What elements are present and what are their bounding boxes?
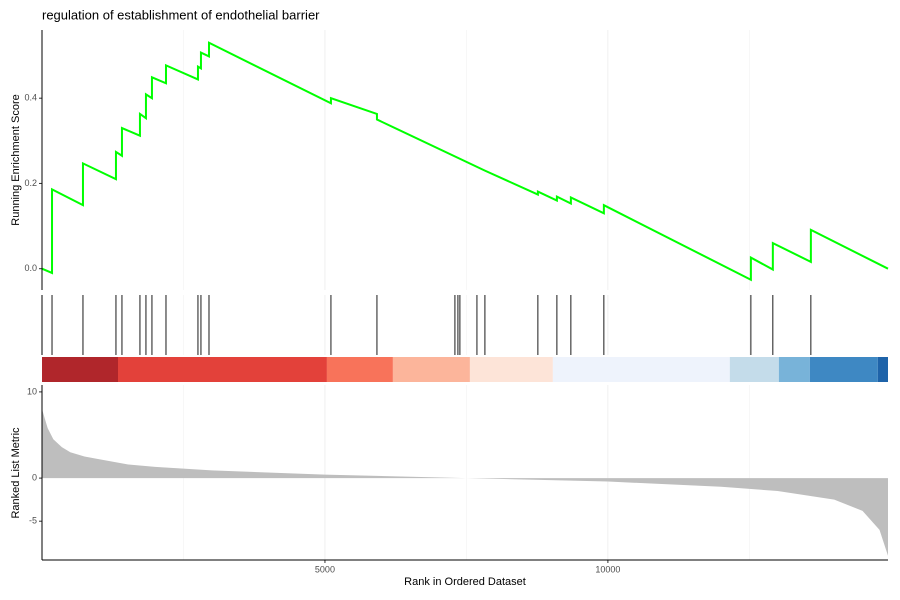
color-band-segment: [326, 357, 393, 382]
ranked-metric-area: [42, 409, 888, 556]
y-tick-label: 0: [32, 472, 37, 482]
y-axis-title: Running Enrichment Score: [10, 94, 22, 225]
y-axis-title: Ranked List Metric: [10, 427, 22, 519]
color-band-segment: [552, 357, 730, 382]
y-tick-label: 0.0: [24, 263, 37, 273]
color-band-segment: [392, 357, 470, 382]
color-band-segment: [42, 357, 118, 382]
y-tick-label: -5: [29, 516, 37, 526]
color-band-segment: [778, 357, 810, 382]
x-tick-label: 5000: [315, 564, 335, 574]
color-band-segment: [877, 357, 888, 382]
color-band-segment: [469, 357, 553, 382]
y-tick-label: 10: [27, 386, 37, 396]
y-tick-label: 0.4: [24, 93, 37, 103]
running-score-line: [41, 41, 889, 282]
chart-title: regulation of establishment of endotheli…: [42, 7, 320, 22]
color-band-segment: [729, 357, 779, 382]
x-tick-label: 10000: [595, 564, 620, 574]
color-band-segment: [809, 357, 878, 382]
x-axis-title: Rank in Ordered Dataset: [404, 576, 526, 588]
y-tick-label: 0.2: [24, 178, 37, 188]
color-band-segment: [117, 357, 327, 382]
